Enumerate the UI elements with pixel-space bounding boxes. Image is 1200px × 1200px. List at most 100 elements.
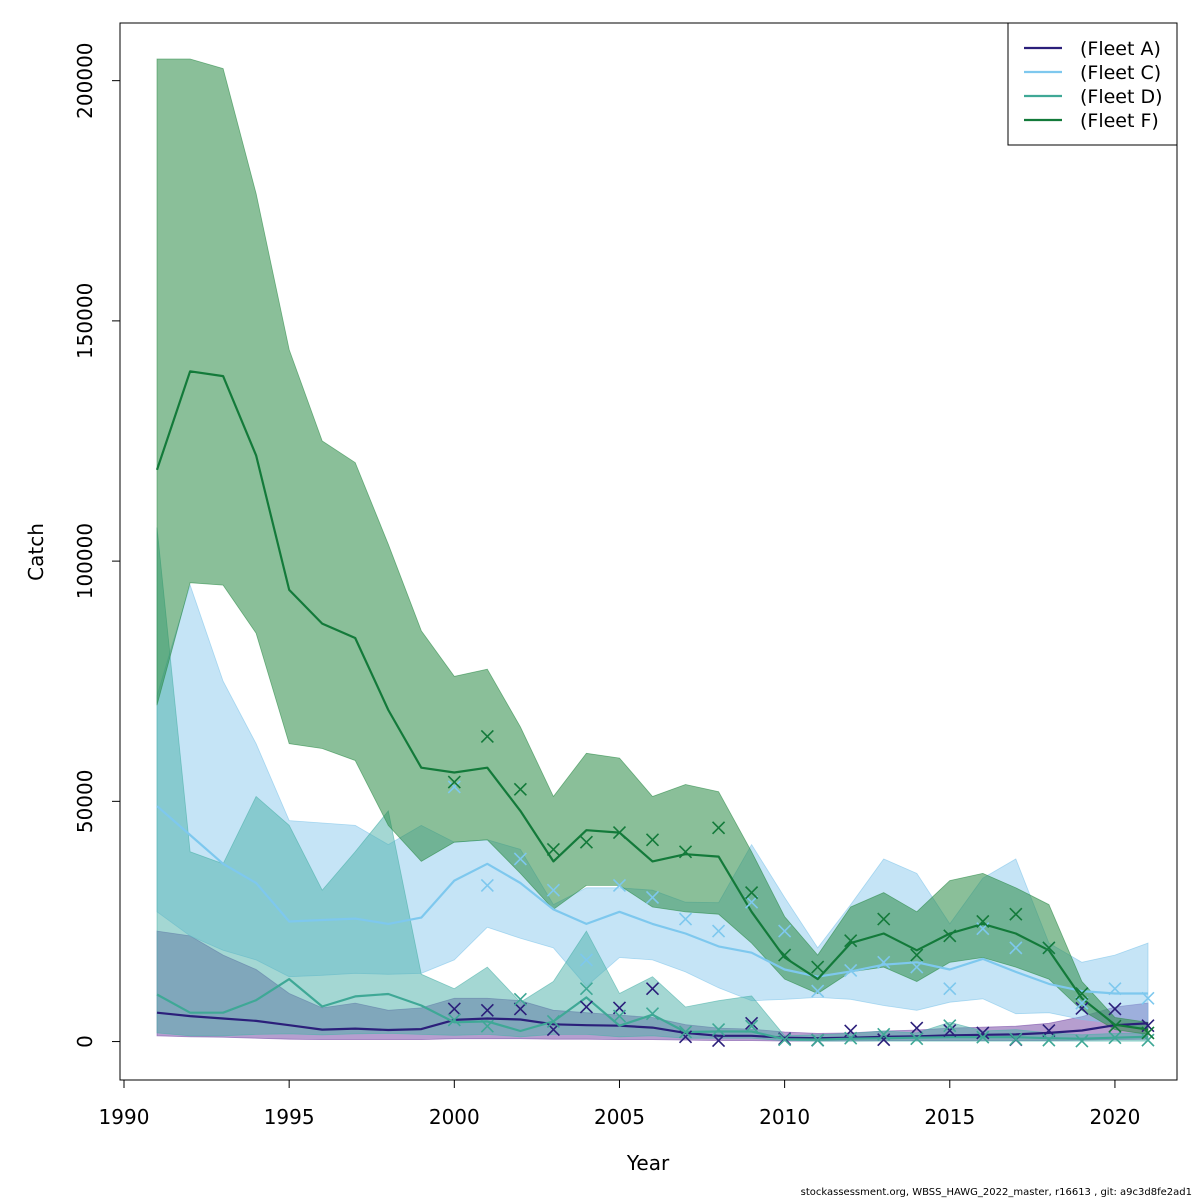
fleet-a-observed-point (480, 1003, 494, 1017)
fleet-d-observed-point (612, 1009, 627, 1023)
fleet-c-observed-point (910, 960, 924, 974)
fleet-c-observed-point (645, 890, 660, 904)
fleet-d-observed-point (513, 992, 527, 1006)
y-tick-label: 150000 (73, 283, 97, 359)
fleet-c-observed-point (1141, 991, 1155, 1005)
fleet-a-observed-point (1042, 1023, 1056, 1038)
fleet-d-observed-point (1075, 1034, 1089, 1048)
fleet-f-observed-point (612, 826, 627, 840)
fleet-a-observed-point (1108, 1002, 1122, 1016)
fleet-f-observed-point (1009, 907, 1023, 921)
x-tick-label: 2015 (924, 1105, 975, 1129)
y-tick-label: 100000 (73, 523, 97, 599)
observed-points (447, 729, 1155, 1048)
fleet-d-observed-point (447, 1013, 461, 1027)
fleet-d-observed-point (976, 1030, 990, 1044)
fleet-f-observed-point (811, 960, 825, 974)
legend-label-fleet-f: (Fleet F) (1080, 110, 1159, 132)
fleet-d-observed-point (480, 1019, 494, 1033)
legend-label-fleet-c: (Fleet C) (1080, 62, 1161, 84)
fleet-d-observed-point (877, 1027, 891, 1041)
x-tick-label: 1990 (99, 1105, 150, 1129)
fleet-c-observed-point (711, 924, 726, 938)
fleet-a-observed-point (711, 1034, 726, 1048)
x-tick-label: 2010 (759, 1105, 810, 1129)
fleet-f-line (155, 370, 1149, 1031)
x-axis: 1990 1995 2000 2005 2010 2015 2020 (99, 1079, 1140, 1129)
fleet-c-observed-point (877, 955, 891, 969)
fleet-f-observed-point (1042, 941, 1056, 955)
fleet-f-band (156, 58, 1149, 1035)
x-tick-label: 2020 (1089, 1105, 1140, 1129)
legend-box (1007, 22, 1178, 146)
fleet-d-observed-point (778, 1033, 792, 1047)
footer-caption: stockassessment.org, WBSS_HAWG_2022_mast… (800, 1187, 1192, 1198)
fleet-f-observed-point (910, 948, 924, 962)
fleet-c-observed-point (943, 982, 957, 996)
fleet-a-line (156, 1011, 1149, 1040)
fleet-a-observed-point (447, 1002, 461, 1016)
fleet-f-observed-point (1141, 1026, 1155, 1040)
fleet-a-observed-point (513, 1002, 527, 1016)
fleet-c-observed-point (513, 852, 527, 866)
fleet-c-observed-point (844, 963, 858, 978)
fleet-a-observed-point (943, 1023, 957, 1038)
fleet-f-observed-point (1108, 1019, 1122, 1033)
legend-label-fleet-d: (Fleet D) (1080, 86, 1163, 108)
fleet-c-observed-point (579, 953, 594, 967)
fleet-d-observed-point (546, 1014, 560, 1028)
x-tick-label: 2000 (429, 1105, 480, 1129)
fleet-f-observed-point (745, 886, 759, 900)
fleet-d-observed-point (1108, 1031, 1122, 1045)
fleet-a-observed-point (877, 1033, 891, 1047)
fleet-d-observed-point (745, 1019, 759, 1033)
fleet-d-observed-point (811, 1033, 825, 1047)
fleet-d-observed-point (711, 1022, 726, 1037)
fleet-a-observed-point (745, 1016, 759, 1030)
y-axis-title: Catch (24, 523, 48, 581)
fleet-d-observed-point (579, 982, 594, 996)
fleet-c-observed-point (546, 883, 560, 897)
x-tick-label: 2005 (594, 1105, 645, 1129)
y-tick-label: 200000 (73, 42, 97, 118)
fleet-f-observed-point (645, 833, 660, 847)
fleet-a-observed-point (976, 1026, 990, 1040)
fleet-c-observed-point (678, 912, 693, 926)
fleet-f-observed-point (711, 821, 726, 835)
fleet-d-observed-point (645, 1007, 660, 1021)
fleet-f-observed-point (513, 782, 527, 796)
fleet-c-observed-point (612, 878, 627, 892)
x-tick-label: 1995 (264, 1105, 315, 1129)
fleet-c-observed-point (1009, 941, 1023, 955)
fleet-d-observed-point (1009, 1032, 1023, 1046)
fleet-c-observed-point (745, 895, 759, 909)
fleet-c-observed-point (1108, 982, 1122, 996)
fleet-f-observed-point (844, 934, 858, 948)
fleet-d-observed-point (943, 1019, 957, 1033)
fleet-f-observed-point (778, 948, 792, 962)
fleet-d-observed-point (844, 1031, 858, 1045)
fleet-a-observed-point (678, 1030, 693, 1044)
fleet-f-observed-point (546, 842, 560, 856)
fleet-c-observed-point (811, 984, 825, 998)
fleet-a-observed-point (1075, 1001, 1089, 1015)
fleet-a-observed-point (645, 982, 660, 996)
fleet-c-observed-point (1075, 996, 1089, 1010)
legend-label-fleet-a: (Fleet A) (1080, 38, 1161, 60)
fleet-c-observed-point (447, 780, 461, 794)
fleet-a-observed-point (579, 1000, 594, 1014)
fleet-f-observed-point (678, 845, 693, 859)
fleet-c-line (156, 805, 1148, 995)
fleet-d-observed-point (910, 1032, 924, 1046)
x-axis-title: Year (626, 1151, 670, 1175)
fleet-f-observed-point (480, 729, 494, 744)
fleet-c-observed-point (778, 924, 792, 938)
fleet-f-observed-point (1075, 986, 1089, 1001)
fleet-f-observed-point (579, 835, 594, 849)
fleet-f-observed-point (447, 775, 461, 789)
legend: (Fleet A)(Fleet C)(Fleet D)(Fleet F) (1007, 22, 1178, 146)
fleet-f-observed-point (943, 929, 957, 943)
fleet-c-observed-point (480, 878, 494, 892)
y-axis: 0 50000 100000 150000 200000 (73, 42, 121, 1048)
